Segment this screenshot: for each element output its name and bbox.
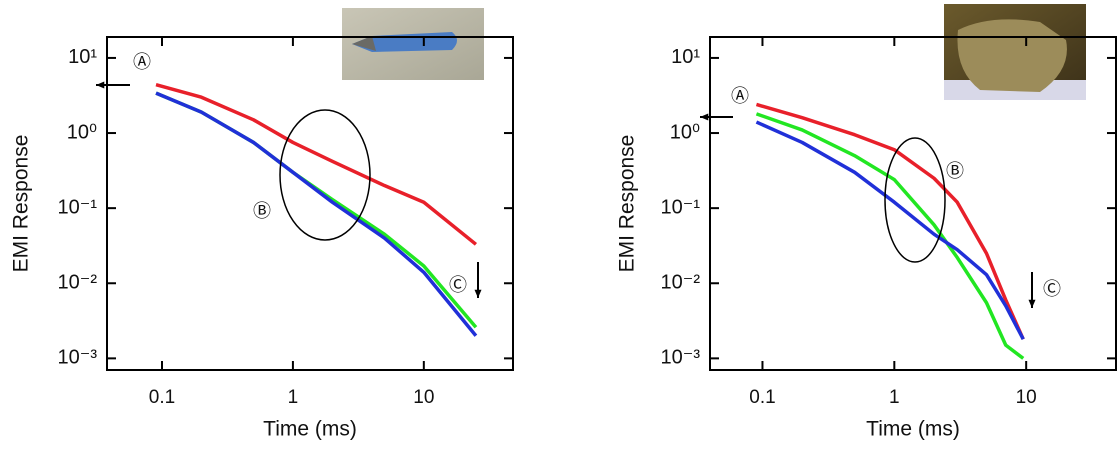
x-tick-label: 1 [288,387,299,408]
y-tick-label: 10⁰ [670,121,700,143]
y-tick-label: 10⁰ [67,121,97,143]
y-tick-label: 10⁻² [58,272,98,294]
highlight-ellipse [279,109,371,241]
y-tick-label: 10¹ [68,46,97,68]
annotation: Ⓐ [133,52,151,72]
series-line [155,83,478,246]
series-line [755,120,1025,341]
annotation: Ⓑ [946,161,964,181]
x-axis-label: Time (ms) [866,418,960,441]
y-tick-label: 10¹ [671,46,700,68]
panel: 0.1 1 10 10¹ 10⁰ 10⁻¹ 10⁻² 10⁻³ Time (ms) EMI Res… [616,36,1117,441]
plot-frame [106,36,514,371]
arrow-head [1028,299,1036,308]
annotation: Ⓐ [731,86,749,106]
arrow-head [474,289,482,298]
arrow-head [96,81,105,89]
series-line [155,91,478,337]
arrow-head [700,113,709,121]
series-line [755,102,1025,340]
series-line [155,91,478,329]
y-axis-label: EMI Response [616,135,639,273]
annotation: Ⓒ [449,275,467,295]
annotation: Ⓒ [1043,279,1061,299]
y-tick-label: 10⁻¹ [661,196,701,218]
y-tick-label: 10⁻³ [661,347,701,369]
photo-projectile [342,8,484,80]
x-tick-label: 1 [889,387,900,408]
x-tick-label: 0.1 [749,387,775,408]
series-line [755,112,1025,360]
photo-rock [944,4,1086,100]
x-tick-label: 10 [413,387,434,408]
highlight-ellipse [884,137,946,263]
y-axis-label: EMI Response [10,135,33,273]
panel: 0.1 1 10 10¹ 10⁰ 10⁻¹ 10⁻² 10⁻³ Time (ms) EMI Res… [10,36,514,441]
y-tick-label: 10⁻³ [58,347,98,369]
y-tick-label: 10⁻¹ [58,196,98,218]
x-tick-label: 10 [1016,387,1037,408]
plot-frame [709,36,1117,371]
y-tick-label: 10⁻² [661,272,701,294]
annotation: Ⓑ [253,201,271,221]
x-tick-label: 0.1 [149,387,175,408]
x-axis-label: Time (ms) [263,418,357,441]
